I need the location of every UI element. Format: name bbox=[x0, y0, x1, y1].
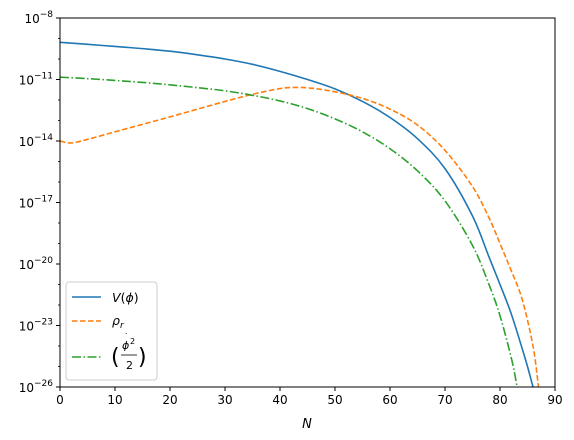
legend-label-v: V(ϕ) bbox=[112, 290, 139, 305]
x-tick-label-90: 90 bbox=[547, 393, 562, 407]
svg-text:˙: ˙ bbox=[124, 333, 129, 343]
x-tick-label-60: 60 bbox=[382, 393, 397, 407]
svg-text:ϕ: ϕ bbox=[122, 339, 129, 352]
series-line-1 bbox=[60, 86, 540, 387]
x-tick-label-40: 40 bbox=[272, 393, 287, 407]
x-tick-label-0: 0 bbox=[56, 393, 64, 407]
x-axis: 0 10 20 30 40 50 60 70 80 90 bbox=[56, 387, 563, 407]
svg-text:2: 2 bbox=[126, 359, 133, 372]
svg-text:2: 2 bbox=[130, 337, 135, 346]
x-tick-label-30: 30 bbox=[217, 393, 232, 407]
y-tick-label--14: 10−14 bbox=[19, 133, 54, 149]
y-axis: 10−26 10−23 10−20 10−17 10−14 10−11 10−8 bbox=[19, 10, 60, 395]
legend-label-kinetic: ( ϕ ˙ 2 2 ) bbox=[111, 333, 147, 372]
y-tick-label--23: 10−23 bbox=[19, 318, 53, 334]
x-tick-label-70: 70 bbox=[437, 393, 452, 407]
y-tick-label--8: 10−8 bbox=[24, 10, 53, 26]
series-layer bbox=[60, 41, 540, 387]
x-tick-label-50: 50 bbox=[327, 393, 342, 407]
x-tick-label-20: 20 bbox=[162, 393, 177, 407]
legend-box bbox=[65, 281, 158, 381]
x-tick-label-80: 80 bbox=[492, 393, 507, 407]
y-tick-label--26: 10−26 bbox=[19, 379, 54, 395]
y-tick-label--20: 10−20 bbox=[19, 256, 54, 272]
x-tick-label-10: 10 bbox=[107, 393, 122, 407]
series-line-2 bbox=[60, 76, 518, 387]
legend: V(ϕ) ρr ( ϕ ˙ 2 2 ) bbox=[65, 281, 158, 381]
svg-text:): ) bbox=[138, 345, 147, 370]
y-tick-label--11: 10−11 bbox=[19, 72, 53, 88]
x-axis-label: N bbox=[302, 417, 312, 432]
svg-text:(: ( bbox=[111, 345, 120, 370]
y-tick-label--17: 10−17 bbox=[19, 195, 53, 211]
